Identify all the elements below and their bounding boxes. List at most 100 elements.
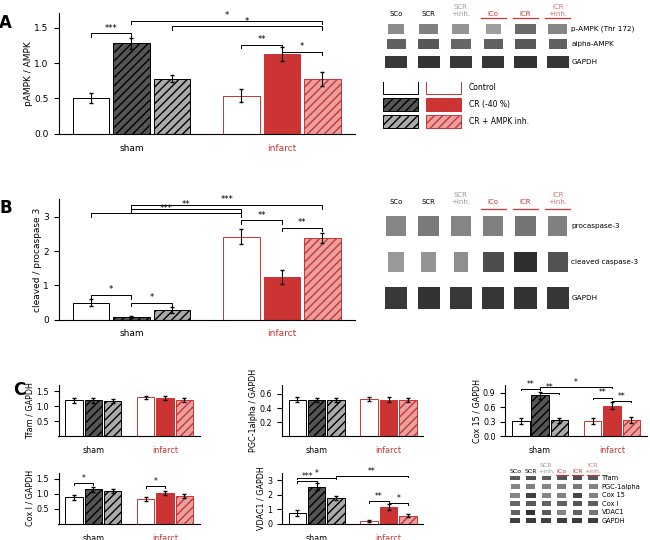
Bar (547, 56, 569, 68)
Bar (588, 492, 597, 497)
Bar (104, 401, 122, 436)
Bar (547, 287, 569, 309)
Bar (388, 252, 404, 272)
Text: ICR
+inh.: ICR +inh. (584, 463, 601, 474)
Text: p-AMPK (Thr 172): p-AMPK (Thr 172) (571, 26, 634, 32)
Bar (383, 81, 418, 94)
Text: B: B (0, 199, 12, 218)
Text: Cox I: Cox I (601, 501, 618, 507)
Bar (417, 287, 439, 309)
Bar (176, 400, 193, 436)
Bar (542, 484, 551, 489)
Text: SCR: SCR (422, 199, 436, 206)
Bar (623, 420, 640, 436)
Y-axis label: VDAC1 / GAPDH: VDAC1 / GAPDH (257, 467, 266, 530)
Bar (542, 510, 551, 515)
Bar (361, 521, 378, 524)
Bar (380, 507, 397, 524)
Text: SCo: SCo (389, 199, 403, 206)
Y-axis label: cleaved / procaspase 3: cleaved / procaspase 3 (32, 207, 42, 312)
Bar (558, 484, 566, 489)
Text: SCR: SCR (422, 10, 436, 17)
Bar (399, 516, 417, 524)
Bar (584, 421, 601, 436)
Text: ***: *** (105, 24, 118, 33)
Text: *: * (109, 286, 113, 294)
Bar (417, 56, 439, 68)
Bar (153, 79, 190, 134)
Bar (515, 217, 536, 235)
Bar (419, 39, 439, 49)
Bar (588, 476, 598, 481)
Bar (573, 510, 582, 515)
Bar (573, 492, 582, 497)
Bar (454, 252, 468, 272)
Text: ICR: ICR (520, 199, 531, 206)
Bar (514, 56, 537, 68)
Bar (526, 484, 536, 489)
Bar (73, 302, 109, 320)
Text: ***: *** (220, 195, 233, 204)
Text: ICR: ICR (520, 10, 531, 17)
Bar (264, 277, 300, 320)
Text: **: ** (182, 199, 190, 208)
Bar (542, 492, 551, 497)
Bar (514, 287, 537, 309)
Bar (548, 252, 567, 272)
Text: **: ** (257, 35, 266, 44)
Bar (450, 287, 471, 309)
Bar (512, 421, 530, 436)
Bar (558, 510, 566, 515)
Bar (426, 115, 461, 127)
Text: *: * (153, 477, 157, 486)
Text: ***: *** (301, 472, 313, 481)
Bar (304, 79, 341, 134)
Bar (588, 501, 598, 506)
Bar (482, 56, 504, 68)
Bar (510, 492, 520, 497)
Text: SCR: SCR (525, 469, 537, 474)
Text: ICo: ICo (488, 10, 499, 17)
Bar (511, 510, 520, 515)
Text: *: * (396, 494, 400, 503)
Bar (549, 24, 567, 34)
Bar (573, 501, 582, 506)
Bar (113, 317, 150, 320)
Text: CR + AMPK inh.: CR + AMPK inh. (469, 117, 529, 126)
Bar (104, 491, 122, 524)
Text: **: ** (257, 211, 266, 219)
Bar (328, 400, 345, 436)
Bar (486, 24, 500, 34)
Bar (484, 39, 502, 49)
Bar (557, 501, 567, 506)
Bar (450, 56, 471, 68)
Text: *: * (315, 469, 318, 477)
Bar (113, 43, 150, 134)
Text: *: * (225, 11, 229, 20)
Bar (511, 484, 520, 489)
Text: **: ** (375, 492, 383, 501)
Bar (515, 24, 536, 34)
Bar (526, 476, 536, 481)
Text: **: ** (599, 388, 606, 397)
Text: procaspase-3: procaspase-3 (571, 223, 620, 229)
Bar (558, 492, 566, 497)
Text: *: * (82, 474, 86, 483)
Bar (137, 397, 155, 436)
Text: VDAC1: VDAC1 (601, 509, 624, 515)
Y-axis label: pAMPK / AMPK: pAMPK / AMPK (24, 41, 33, 106)
Text: CR (-40 %): CR (-40 %) (469, 100, 510, 109)
Bar (557, 518, 567, 523)
Bar (383, 98, 418, 111)
Bar (385, 287, 407, 309)
Bar (588, 484, 597, 489)
Bar (65, 401, 83, 436)
Text: cleaved caspase-3: cleaved caspase-3 (571, 259, 638, 265)
Bar (484, 217, 503, 235)
Bar (426, 81, 461, 94)
Bar (483, 252, 504, 272)
Bar (551, 420, 568, 436)
Bar (304, 238, 341, 320)
Text: ICR
+inh.: ICR +inh. (549, 192, 567, 206)
Y-axis label: Tfam / GAPDH: Tfam / GAPDH (26, 382, 34, 440)
